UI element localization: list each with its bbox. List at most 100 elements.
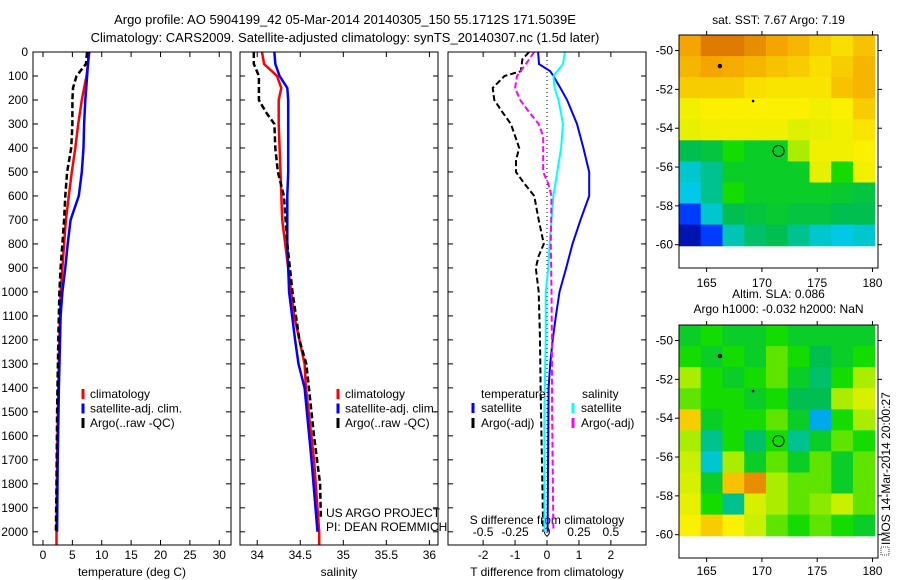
heatmap-cell: [852, 472, 876, 495]
map-subtitle: Argo h1000: -0.032 h2000: NaN: [693, 302, 863, 316]
heatmap-cell: [852, 493, 876, 516]
x-tick-label: 1: [576, 548, 583, 562]
legend-label: Argo(..raw -QC): [90, 416, 175, 430]
plot-frame: [32, 51, 232, 546]
heatmap-cell: [766, 140, 789, 162]
heatmap-cell: [831, 182, 854, 205]
island-marker: [751, 389, 755, 393]
x-tick-label: 25: [183, 548, 197, 562]
heatmap-cell: [809, 388, 832, 410]
x-tick-label: -2: [478, 548, 489, 562]
heatmap-cell: [787, 430, 810, 452]
y-tick-label: 1300: [1, 357, 28, 371]
heatmap-cell: [744, 203, 767, 226]
heatmap-cell: [831, 409, 854, 431]
heatmap-cell: [766, 493, 789, 516]
y-tick-label: 100: [8, 69, 28, 83]
y-tick-label: 500: [8, 165, 28, 179]
heatmap-cell: [679, 119, 702, 141]
x-tick-label: 34: [251, 548, 265, 562]
map-frame: [678, 324, 879, 559]
heatmap-cell: [744, 346, 767, 368]
heatmap-cell: [744, 35, 767, 57]
heatmap-cell: [722, 493, 745, 516]
heatmap-cell: [852, 451, 876, 474]
heatmap-cell: [679, 346, 702, 368]
y-tick-label: 700: [8, 213, 28, 227]
y-tick-label: 2000: [1, 525, 28, 539]
x-axis-label: salinity: [321, 565, 358, 579]
x-tick-label: 180: [862, 276, 882, 290]
x-tick-label: 165: [697, 276, 717, 290]
heatmap-cell: [852, 182, 876, 205]
heatmap-cell: [766, 203, 789, 226]
legend-header-salinity: salinity: [582, 387, 619, 401]
series-climatology: [260, 51, 321, 545]
y-tick-label: 400: [8, 141, 28, 155]
x-tick-label: 30: [213, 548, 227, 562]
heatmap-cell: [766, 182, 789, 205]
y-tick-label: -50: [656, 334, 674, 348]
x-tick-label: 170: [752, 276, 772, 290]
x-tick-label: 2: [608, 548, 615, 562]
heatmap-cell: [766, 430, 789, 452]
legend-label: climatology: [90, 387, 150, 401]
heatmap-cell: [809, 430, 832, 452]
heatmap-cell: [679, 367, 702, 389]
figure-title-line1: Argo profile: AO 5904199_42 05-Mar-2014 …: [114, 12, 576, 27]
heatmap-cell: [766, 514, 789, 537]
heatmap-cell: [766, 224, 789, 247]
legend-label: Argo(..raw -QC): [345, 416, 430, 430]
x-tick-label: 15: [124, 548, 138, 562]
heatmap-cell: [744, 182, 767, 205]
heatmap-cell: [700, 409, 723, 431]
heatmap-cell: [679, 140, 702, 162]
heatmap-cell: [809, 493, 832, 516]
s-tick-label: -0.25: [501, 525, 529, 539]
heatmap-cell: [809, 140, 832, 162]
heatmap-cell: [700, 388, 723, 410]
y-tick-label: 0: [21, 45, 28, 59]
legend-label: Argo(-adj): [481, 416, 534, 430]
heatmap-cell: [722, 388, 745, 410]
heatmap-cell: [852, 56, 876, 78]
heatmap-cell: [831, 77, 854, 99]
timestamp-text: IMOS 14-Mar-2014 20:00:27: [879, 392, 893, 545]
heatmap-cell: [852, 98, 876, 120]
heatmap-cell: [744, 514, 767, 537]
heatmap-cell: [852, 346, 876, 368]
credit-line2: PI: DEAN ROEMMICH: [326, 520, 447, 534]
heatmap-cell: [787, 119, 810, 141]
series-s-argo-adj-: [514, 51, 555, 532]
heatmap-cell: [700, 203, 723, 226]
y-tick-label: -52: [656, 372, 674, 386]
heatmap-cell: [766, 472, 789, 495]
heatmap-cell: [744, 56, 767, 78]
island-marker: [717, 63, 723, 69]
legend-label: satellite-adj. clim.: [345, 402, 437, 416]
y-tick-label: 1000: [1, 285, 28, 299]
y-tick-label: 1500: [1, 405, 28, 419]
argo-position-marker: [772, 434, 785, 447]
x-tick-label: 34.5: [289, 548, 313, 562]
x-tick-label: 170: [752, 564, 772, 578]
heatmap-cell: [831, 161, 854, 184]
heatmap-cell: [787, 161, 810, 184]
heatmap-cell: [700, 140, 723, 162]
heatmap-cell: [679, 98, 702, 120]
heatmap-cell: [700, 472, 723, 495]
heatmap-cell: [700, 77, 723, 99]
y-tick-label: -52: [656, 82, 674, 96]
island-marker: [751, 99, 755, 103]
heatmap-cell: [700, 451, 723, 474]
heatmap-cell: [679, 77, 702, 99]
heatmap-cell: [831, 493, 854, 516]
heatmap-cell: [831, 346, 854, 368]
y-tick-label: 1800: [1, 477, 28, 491]
y-tick-label: 1900: [1, 501, 28, 515]
legend-header-temperature: temperature: [481, 387, 546, 401]
heatmap-cell: [700, 224, 723, 247]
x-tick-label: 10: [95, 548, 109, 562]
y-tick-label: 900: [8, 261, 28, 275]
y-tick-label: -58: [656, 199, 674, 213]
